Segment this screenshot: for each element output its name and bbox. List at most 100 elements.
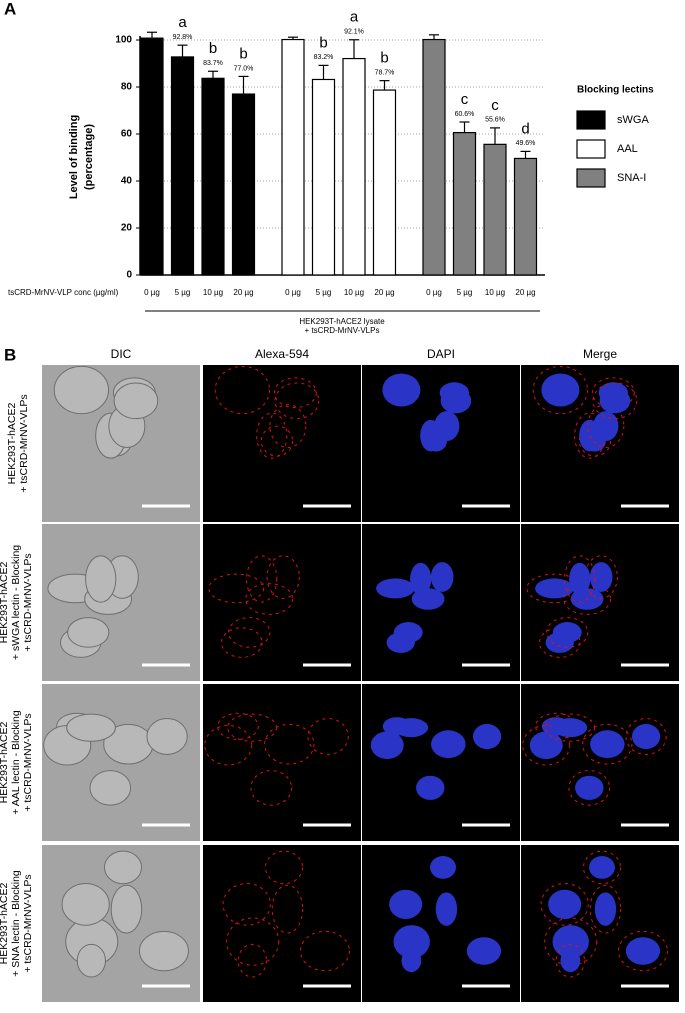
membrane	[271, 884, 304, 934]
membrane	[256, 412, 288, 459]
micrograph	[362, 845, 520, 1002]
x-tick-label: 10 µg	[203, 288, 223, 297]
row-label: HEK293T-hACE2	[6, 402, 18, 484]
legend-swatch	[576, 168, 606, 188]
nucleus	[552, 622, 582, 643]
nucleus	[431, 730, 466, 759]
bar	[483, 143, 507, 276]
membrane	[532, 365, 589, 415]
y-tick-label: 20	[121, 223, 133, 234]
nucleus	[430, 856, 456, 879]
column-header: DIC	[111, 347, 132, 361]
row-label: + SNA lectin - Blocking	[10, 870, 22, 977]
nucleus	[416, 775, 445, 800]
x-tick-label: 20 µg	[374, 288, 394, 297]
cell	[61, 883, 110, 926]
micrograph	[42, 684, 200, 841]
image-tile	[521, 684, 679, 841]
nucleus	[393, 718, 429, 738]
micrograph	[203, 524, 361, 681]
image-tile	[203, 845, 361, 1002]
value-label: 78.7%	[375, 69, 395, 76]
nucleus	[590, 730, 625, 759]
membrane	[299, 930, 350, 972]
nucleus	[370, 731, 404, 760]
y-tick-label: 0	[126, 270, 132, 281]
nucleus	[472, 723, 502, 750]
micrograph	[42, 365, 200, 522]
nucleus	[435, 892, 458, 926]
nucleus	[589, 856, 615, 879]
nucleus	[575, 775, 604, 800]
bar	[231, 93, 256, 276]
membrane	[307, 718, 349, 755]
y-axis-label: Level of binding	[68, 115, 80, 199]
nucleus	[552, 925, 589, 959]
micrograph	[362, 524, 520, 681]
membrane	[522, 724, 571, 766]
cell	[67, 617, 110, 648]
x-tick-label: 0 µg	[285, 288, 301, 297]
nucleus	[434, 411, 460, 442]
y-tick-label: 80	[121, 82, 133, 93]
cell	[85, 555, 117, 603]
cell	[66, 713, 116, 742]
row-label: HEK293T-hACE2	[0, 721, 10, 803]
membrane	[273, 377, 317, 408]
value-label: 55.6%	[485, 117, 505, 124]
nucleus	[393, 622, 423, 643]
membrane	[260, 425, 294, 457]
y-tick-label: 40	[121, 176, 133, 187]
x-tick-label: 10 µg	[485, 288, 505, 297]
column-header: Alexa-594	[255, 347, 309, 361]
caption: + tsCRD-MrNV-VLPs	[305, 326, 380, 335]
bar	[201, 77, 225, 276]
bar	[372, 89, 397, 276]
membrane	[250, 770, 293, 806]
legend-label: sWGA	[617, 114, 649, 126]
legend-title: Blocking lectins	[577, 85, 654, 96]
column-header: Merge	[583, 347, 617, 361]
x-tick-label: 0 µg	[426, 288, 442, 297]
micrograph	[203, 684, 361, 841]
nucleus	[389, 889, 423, 919]
membrane	[222, 883, 271, 926]
significance-letter: c	[461, 91, 469, 108]
cell	[146, 718, 188, 755]
membrane	[568, 770, 611, 806]
membrane	[582, 723, 633, 765]
significance-letter: a	[350, 9, 359, 26]
row-label: + tsCRD-MrNV-VLPs	[22, 874, 34, 972]
nucleus	[552, 718, 588, 738]
caption: HEK293T-hACE2 lysate	[299, 317, 385, 326]
membrane	[592, 382, 638, 420]
membrane	[539, 627, 581, 658]
nucleus	[382, 373, 421, 407]
bar	[170, 56, 195, 276]
cell	[103, 850, 143, 885]
membrane	[227, 713, 277, 742]
bar	[422, 38, 446, 276]
row-label: + AAL lectin - Blocking	[10, 710, 22, 815]
significance-letter: b	[239, 45, 247, 62]
membrane	[264, 723, 315, 765]
row-label: + tsCRD-MrNV-VLPs	[22, 553, 34, 651]
nucleus	[594, 892, 617, 926]
membrane	[245, 583, 294, 615]
value-label: 92.1%	[344, 29, 364, 36]
cell	[89, 770, 132, 806]
value-label: 83.7%	[203, 60, 223, 67]
membrane	[226, 917, 280, 966]
x-tick-label: 5 µg	[175, 288, 191, 297]
row-label: + sWGA lectin - Blocking	[10, 545, 22, 660]
nucleus	[410, 562, 432, 596]
significance-letter: b	[380, 50, 388, 67]
nucleus	[430, 562, 454, 592]
legend-label: AAL	[617, 143, 638, 155]
nucleus	[625, 937, 661, 965]
image-tile	[362, 684, 520, 841]
micrograph	[521, 365, 679, 522]
bar	[281, 38, 305, 276]
value-label: 60.6%	[455, 111, 475, 118]
nucleus	[541, 373, 580, 407]
